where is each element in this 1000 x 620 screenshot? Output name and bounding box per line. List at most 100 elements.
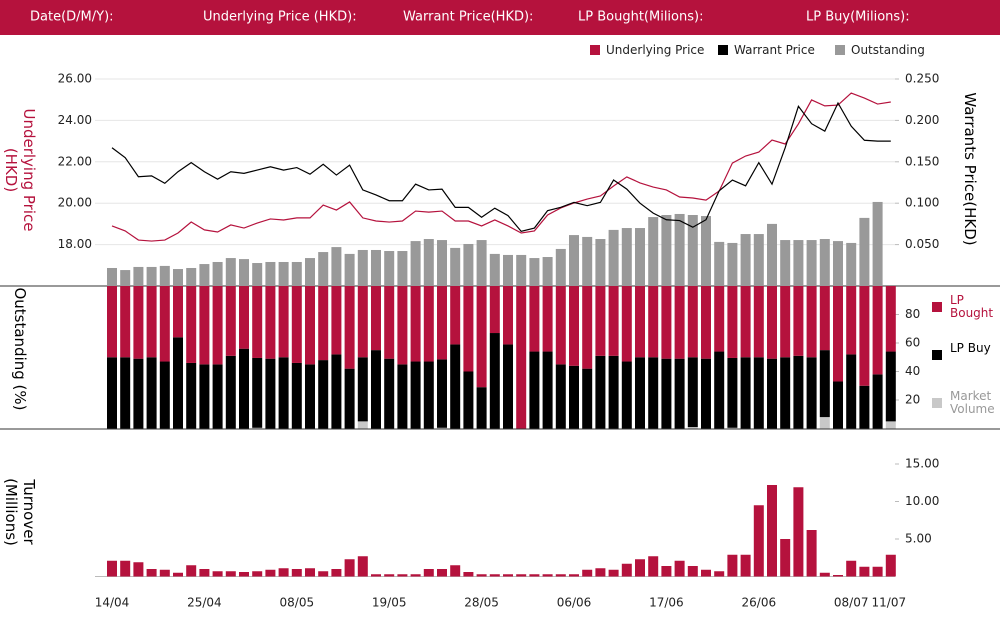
stacked-bar — [542, 286, 553, 352]
header-label: Underlying Price (HKD): — [203, 10, 357, 25]
tick-label: 0.050 — [905, 237, 939, 251]
turnover-bar — [542, 574, 553, 577]
outstanding-bar — [318, 252, 329, 286]
outstanding-bar — [252, 263, 263, 286]
outstanding-bar — [186, 267, 197, 286]
turnover-bar — [159, 569, 170, 577]
stacked-bar — [674, 358, 685, 429]
stacked-bar — [489, 333, 500, 429]
turnover-bar — [687, 566, 698, 577]
turnover-bar — [780, 539, 791, 577]
legend-label: Warrant Price — [734, 43, 815, 57]
turnover-bar — [608, 569, 619, 577]
stacked-bar — [595, 286, 606, 356]
legend-swatch — [932, 302, 942, 312]
legend-label: LP Bought — [950, 293, 994, 320]
stacked-bar — [186, 286, 197, 363]
outstanding-bar — [529, 258, 540, 286]
stacked-bar — [503, 344, 513, 429]
turnover-bar — [569, 574, 579, 577]
stacked-bar — [344, 286, 355, 369]
outstanding-bar — [305, 258, 315, 286]
legend-swatch — [932, 398, 942, 408]
outstanding-bar — [331, 247, 342, 286]
outstanding-bar — [225, 258, 236, 286]
turnover-bar — [714, 571, 725, 577]
stacked-bar — [318, 286, 329, 361]
outstanding-bar — [740, 234, 751, 286]
stacked-bar — [582, 368, 593, 429]
tick-label: 0.150 — [905, 154, 939, 168]
turnover-bar — [885, 554, 896, 577]
outstanding-bar — [859, 217, 870, 286]
stacked-bar — [701, 358, 711, 429]
x-tick-label: 08/07 — [834, 596, 869, 610]
stacked-bar — [318, 360, 329, 429]
outstanding-bar — [423, 239, 434, 286]
stacked-bar — [555, 286, 566, 365]
turnover-bar — [463, 572, 474, 577]
stacked-bar — [410, 286, 421, 362]
turnover-bar — [872, 566, 883, 577]
turnover-bar — [344, 559, 355, 577]
outstanding-bar — [727, 242, 738, 286]
turnover-bar — [648, 556, 659, 577]
tick-label: 0.100 — [905, 196, 939, 210]
outstanding-bar — [503, 254, 513, 286]
outstanding-bar — [239, 259, 249, 286]
stacked-bar — [371, 350, 381, 429]
stacked-bar — [819, 350, 830, 418]
stacked-bar — [331, 354, 342, 429]
turnover-bar — [318, 571, 329, 577]
stacked-bar — [687, 357, 698, 428]
legend-label: Outstanding — [851, 43, 925, 57]
outstanding-bar — [344, 253, 355, 286]
turnover-bar — [291, 569, 302, 577]
stacked-bar — [529, 351, 540, 429]
stacked-bar — [819, 286, 830, 351]
stacked-bar — [450, 286, 461, 345]
tick-label: 5.00 — [905, 532, 932, 546]
tick-label: 0.200 — [905, 113, 939, 127]
stacked-bar — [265, 286, 276, 359]
stacked-bar — [516, 286, 527, 429]
outstanding-bar — [476, 240, 487, 286]
stacked-bar — [635, 286, 645, 358]
stacked-bar — [687, 427, 698, 429]
outstanding-bar — [120, 270, 131, 286]
stacked-bar — [806, 286, 817, 358]
stacked-bar — [291, 286, 302, 363]
stacked-bar — [252, 286, 263, 358]
outstanding-bar — [450, 247, 461, 286]
turnover-bar — [833, 575, 843, 577]
turnover-bar — [582, 569, 593, 577]
stacked-bar — [476, 286, 487, 388]
stacked-bar — [278, 286, 289, 358]
turnover-bar — [753, 505, 764, 577]
stacked-bar — [727, 357, 738, 428]
x-tick-label: 25/04 — [187, 596, 222, 610]
stacked-bar — [344, 368, 355, 429]
stacked-bar — [410, 361, 421, 429]
turnover-bar — [701, 569, 711, 577]
stacked-bar — [120, 357, 131, 429]
turnover-bar — [252, 571, 263, 577]
stacked-bar — [687, 286, 698, 358]
turnover-bar — [146, 569, 157, 577]
turnover-bar — [621, 563, 632, 577]
outstanding-bar — [265, 261, 276, 286]
stacked-bar — [793, 286, 804, 356]
tick-label: 22.00 — [58, 154, 92, 168]
stacked-bar — [159, 286, 170, 362]
stacked-bar — [437, 286, 447, 360]
price-line — [111, 101, 891, 233]
turnover-bar — [674, 560, 685, 577]
stacked-bar — [780, 286, 791, 358]
stacked-bar — [872, 374, 883, 429]
stacked-bar — [872, 286, 883, 375]
stacked-bar — [239, 286, 249, 349]
outstanding-bar — [648, 217, 659, 286]
stacked-bar — [833, 381, 843, 429]
tick-label: 10.00 — [905, 494, 939, 508]
stacked-bar — [173, 337, 183, 429]
